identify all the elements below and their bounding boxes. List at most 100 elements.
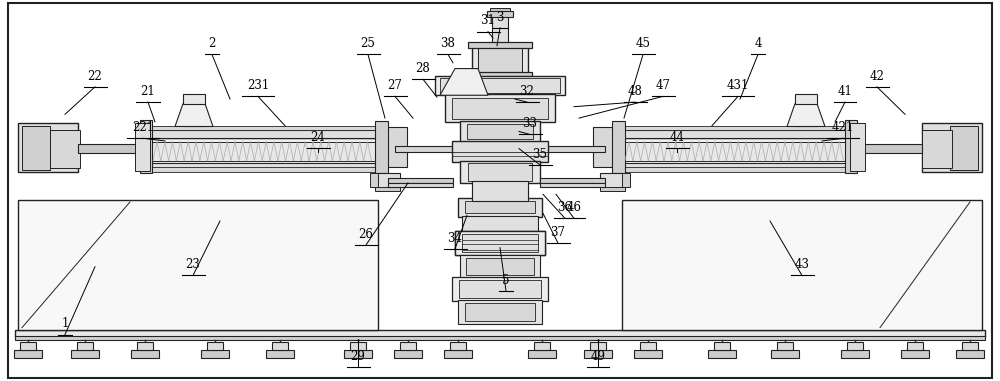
Bar [131,350,159,358]
Text: 47: 47 [656,79,670,92]
Text: 41: 41 [838,85,852,98]
Bar [465,201,535,213]
Bar [534,342,550,350]
Bar [18,200,378,330]
Text: 46: 46 [566,201,582,214]
Text: 221: 221 [132,121,154,134]
Text: 28: 28 [416,62,430,75]
Bar [458,300,542,324]
Bar [375,173,400,189]
Text: 1: 1 [61,317,69,330]
Text: 34: 34 [448,232,462,245]
Bar [455,231,545,255]
Bar [472,181,528,201]
Bar [145,163,385,168]
Bar [622,200,982,330]
Bar [201,350,229,358]
Text: 37: 37 [550,226,566,239]
Bar [15,330,985,337]
Bar [344,350,372,358]
Bar [855,144,922,153]
Bar [400,342,416,350]
Text: 29: 29 [351,350,365,363]
Bar [540,183,605,187]
Text: 35: 35 [532,148,548,161]
Bar [15,336,985,340]
Text: 43: 43 [794,258,810,271]
Text: 49: 49 [590,350,606,363]
Bar [183,104,205,126]
Text: 431: 431 [727,79,749,92]
Bar [77,342,93,350]
Text: 231: 231 [247,79,269,92]
Bar [634,350,662,358]
Text: 4: 4 [754,37,762,50]
Bar [478,48,522,72]
Bar [462,216,538,232]
Bar [847,342,863,350]
Bar [492,15,508,48]
Bar [145,130,385,138]
Bar [467,124,533,139]
Text: 44: 44 [670,131,684,144]
Bar [950,126,978,170]
Bar [584,350,612,358]
Polygon shape [787,104,825,126]
Text: 25: 25 [361,37,375,50]
Bar [435,76,565,95]
Bar [528,350,556,358]
Bar [466,258,534,275]
Bar [459,280,541,298]
Bar [922,130,952,168]
Text: 23: 23 [186,258,200,271]
Bar [487,11,513,17]
Bar [472,46,528,74]
Bar [145,138,385,164]
Bar [375,121,388,173]
Bar [901,350,929,358]
Bar [450,342,466,350]
Bar [468,42,532,48]
Bar [395,146,460,152]
Text: 21: 21 [141,85,155,98]
Bar [922,123,982,172]
Bar [207,342,223,350]
Text: 5: 5 [502,274,510,287]
Bar [600,187,625,191]
Bar [22,126,50,170]
Bar [462,234,538,252]
Bar [50,130,80,168]
Text: 31: 31 [481,14,495,27]
Bar [135,123,150,171]
Text: 421: 421 [832,121,854,134]
Bar [708,350,736,358]
Bar [622,142,847,161]
Bar [370,173,378,187]
Bar [388,178,453,183]
Bar [272,342,288,350]
Bar [71,350,99,358]
Text: 22: 22 [88,70,102,83]
Bar [468,163,532,181]
Polygon shape [175,104,213,126]
Bar [140,120,152,173]
Bar [612,121,625,173]
Text: 2: 2 [208,37,216,50]
Text: 3: 3 [496,11,504,24]
Bar [593,127,615,167]
Bar [615,138,855,164]
Bar [615,167,855,172]
Bar [460,121,540,142]
Bar [14,350,42,358]
Bar [18,123,78,172]
Bar [465,303,535,321]
Bar [956,350,984,358]
Bar [795,104,817,126]
Bar [266,350,294,358]
Bar [777,342,793,350]
Bar [452,277,548,301]
Bar [145,126,385,130]
Bar [795,94,817,104]
Bar [440,78,560,93]
Bar [375,187,400,191]
